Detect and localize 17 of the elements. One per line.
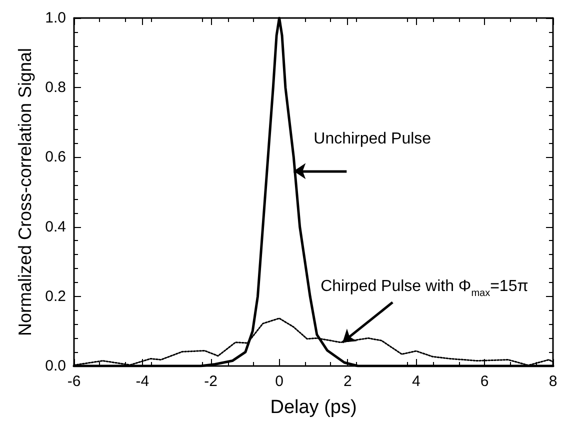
x-axis-title: Delay (ps): [270, 397, 357, 418]
x-tick-label: 4: [412, 373, 420, 390]
y-axis-title: Normalized Cross-correlation Signal: [15, 48, 35, 336]
x-tick-label: 6: [480, 373, 489, 390]
y-tick-label: 0.4: [45, 218, 66, 236]
x-tick-label: -2: [204, 373, 218, 390]
x-tick-label: 0: [275, 373, 284, 390]
y-tick-label: 0.6: [45, 148, 66, 166]
y-tick-label: 0.8: [45, 79, 66, 96]
y-tick-label: 0.2: [45, 288, 66, 305]
x-tick-label: 8: [548, 373, 558, 390]
x-tick-label: 2: [344, 373, 352, 390]
y-tick-label: 1.0: [45, 10, 66, 26]
x-tick-label: -4: [136, 373, 150, 390]
y-tick-label: 0.0: [45, 358, 66, 374]
annotation: Unchirped Pulse: [314, 130, 432, 148]
x-tick-label: -6: [67, 373, 81, 390]
